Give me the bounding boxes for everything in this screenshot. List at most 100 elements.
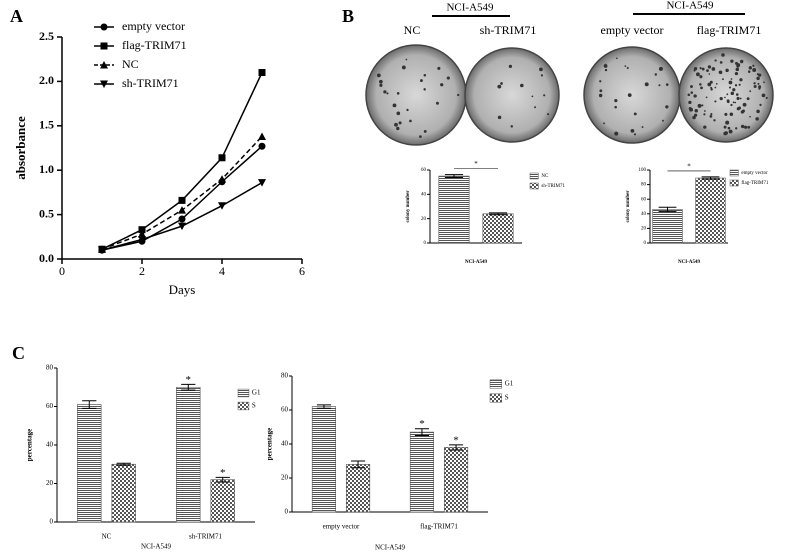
bar: [111, 463, 136, 523]
legend-swatch: [237, 401, 250, 411]
colony-dot: [746, 97, 750, 101]
colony-dot: [705, 96, 708, 99]
bar: [482, 213, 514, 244]
significance: *: [220, 467, 226, 479]
legend-label: G1: [252, 389, 261, 397]
colony-dot: [696, 72, 700, 77]
dish: [464, 47, 560, 143]
colony-dot: [627, 93, 632, 98]
y-tick-label: 40: [641, 212, 647, 217]
error-bar: [658, 206, 677, 213]
colony-dot: [752, 64, 755, 67]
colony-dot: [547, 113, 550, 116]
colony-dot: [420, 79, 423, 82]
colony-dot: [724, 112, 728, 116]
point: [258, 132, 266, 140]
colony-dot: [721, 78, 724, 81]
colony-dot: [747, 70, 751, 73]
colony-dot: [730, 59, 734, 63]
y-tick-label: 2.0: [39, 73, 54, 87]
error-bar: [701, 176, 720, 180]
point: [178, 206, 186, 214]
colony-dot: [396, 126, 400, 131]
colony-dot: [497, 84, 502, 89]
colony-dot: [707, 82, 712, 87]
colony-dot: [753, 82, 756, 85]
error-bar: [316, 404, 332, 409]
colony-dot: [658, 66, 663, 71]
colony-dot: [703, 125, 707, 129]
y-tick-label: 20: [641, 227, 647, 232]
colony-dot: [423, 129, 427, 133]
colony-dot: [539, 67, 543, 72]
error-bar: [82, 400, 97, 409]
colony-dot: [744, 125, 748, 129]
y-tick-label: 60: [46, 402, 54, 410]
bar: [77, 404, 102, 523]
colony-dot: [735, 93, 739, 96]
bar: [409, 431, 435, 513]
colony-dot: [394, 122, 398, 127]
colony-dot: [531, 95, 534, 98]
y-tick-label: 60: [421, 168, 427, 173]
colony-dot: [730, 103, 733, 107]
colony-dot: [706, 69, 709, 73]
point: [218, 175, 226, 183]
colony-dot: [658, 84, 661, 87]
colony-dot: [440, 83, 444, 87]
legend-label: empty vector: [741, 171, 768, 176]
point: [178, 196, 186, 204]
y-tick-label: 80: [641, 183, 647, 188]
legend-swatch: [489, 379, 503, 389]
x-axis-label: NCI-A549: [375, 544, 405, 552]
colony-dot: [756, 73, 759, 76]
legend-label: empty vector: [122, 19, 185, 33]
significance: *: [419, 418, 425, 430]
colony-dot: [715, 82, 718, 85]
colony-dot: [725, 120, 730, 125]
point: [138, 230, 146, 238]
colony-dot: [711, 67, 716, 71]
point: [98, 246, 106, 255]
legend-label: flag-TRIM71: [741, 181, 768, 186]
legend-marker: [100, 80, 108, 88]
bar: [695, 177, 726, 244]
point: [258, 179, 266, 187]
colony-dot: [757, 82, 760, 85]
colony-dot: [699, 75, 703, 79]
y-axis-label: percentage: [26, 429, 34, 462]
y-tick-label: 40: [46, 441, 54, 449]
colony-dot: [735, 67, 740, 72]
colony-dot: [406, 108, 409, 112]
error-bar: [116, 462, 131, 466]
colony-dot: [738, 83, 741, 86]
colony-dot: [704, 110, 706, 112]
colony-dot: [758, 85, 762, 89]
colony-dot: [392, 103, 397, 108]
legend-label: G1: [505, 380, 514, 388]
colony-dot: [534, 106, 537, 109]
point: [258, 69, 266, 77]
colony-dot: [718, 70, 723, 75]
colony-dot: [758, 87, 761, 90]
colony-dot: [726, 99, 730, 103]
y-tick-label: 0.0: [39, 251, 54, 265]
colony-dot: [729, 112, 734, 117]
bar: [438, 175, 470, 244]
point: [138, 235, 146, 244]
colony-dot: [616, 57, 618, 60]
colony-dot: [446, 76, 450, 80]
y-tick-label: 80: [46, 364, 54, 372]
point: [178, 222, 186, 231]
colony-dot: [763, 81, 765, 84]
photo-header: NCI-A549: [666, 0, 714, 12]
panel-label: A: [10, 6, 23, 26]
colony-dot: [756, 109, 760, 114]
colony-dot: [761, 93, 766, 98]
legend-swatch: [237, 388, 250, 398]
colony-dot: [692, 115, 696, 120]
colony-dot: [626, 66, 629, 70]
colony-dot: [734, 71, 739, 76]
error-bar: [448, 444, 464, 451]
colony-dot: [747, 125, 751, 129]
